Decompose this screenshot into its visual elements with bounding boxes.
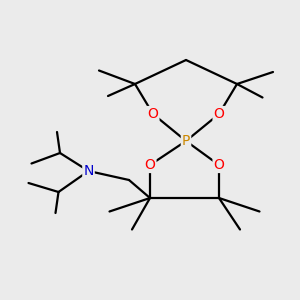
Text: N: N [83,164,94,178]
Text: O: O [214,158,224,172]
Text: O: O [145,158,155,172]
Text: O: O [148,107,158,121]
Text: P: P [182,134,190,148]
Text: O: O [214,107,224,121]
